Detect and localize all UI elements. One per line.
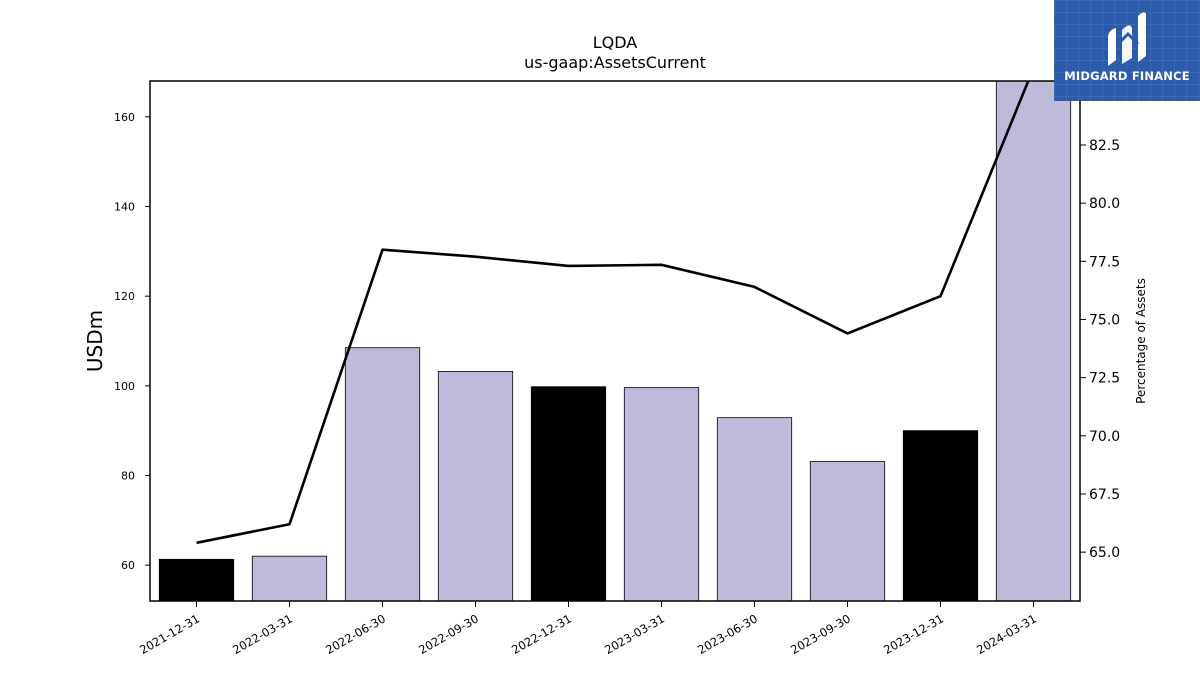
y2-axis-label: Percentage of Assets (1134, 278, 1148, 404)
x-tick-label: 2022-12-31 (509, 611, 574, 657)
y2-tick-label: 82.5 (1089, 138, 1120, 154)
bar-2023-12-31 (902, 430, 979, 601)
midgard-finance-logo: MIDGARD FINANCE (1054, 0, 1200, 101)
y2-tick-label: 80.0 (1089, 196, 1120, 212)
bars (158, 81, 1072, 601)
y-tick-label: 160 (114, 111, 135, 124)
logo-mark-icon (1108, 12, 1146, 66)
x-tick-label: 2023-12-31 (881, 611, 946, 657)
x-tick-label: 2022-09-30 (416, 611, 481, 657)
plot-frame (149, 80, 1081, 602)
y-axis-label: USDm (83, 310, 107, 372)
y-tick-label: 140 (114, 201, 135, 214)
y-tick-label: 60 (121, 559, 135, 572)
y2-tick-label: 67.5 (1089, 487, 1120, 503)
bar-2022-06-30 (344, 347, 421, 601)
x-tick-label: 2023-06-30 (695, 611, 760, 657)
y2-tick-label: 65.0 (1089, 545, 1120, 561)
x-tick-label: 2023-09-30 (788, 611, 853, 657)
y-tick-label: 100 (114, 380, 135, 393)
bar-2022-09-30 (437, 371, 514, 601)
bar-2023-06-30 (716, 417, 793, 601)
x-tick-label: 2024-03-31 (974, 611, 1039, 657)
x-tick-label: 2022-06-30 (323, 611, 388, 657)
logo-text: MIDGARD FINANCE (1064, 69, 1190, 83)
percentage-line (196, 81, 1030, 545)
x-tick-label: 2021-12-31 (137, 611, 202, 657)
y2-tick-label: 75.0 (1089, 312, 1120, 328)
x-tick-label: 2022-03-31 (230, 611, 295, 657)
x-axis: 2021-12-31 2022-03-31 2022-06-30 2022-09-30… (137, 601, 1039, 657)
bar-2023-03-31 (623, 387, 700, 601)
y-axis-left: 60 80 100 120 140 160 (114, 111, 150, 572)
bar-2022-12-31 (530, 386, 607, 601)
y2-tick-label: 72.5 (1089, 371, 1120, 387)
bar-2024-03-31 (995, 81, 1072, 601)
bar-2023-09-30 (809, 461, 886, 601)
line-layer (196, 81, 1030, 545)
y-tick-label: 120 (114, 290, 135, 303)
bar-2022-03-31 (251, 555, 328, 601)
chart-title: LQDA (593, 33, 638, 52)
bar-2021-12-31 (158, 558, 235, 601)
x-tick-label: 2023-03-31 (602, 611, 667, 657)
y-axis-right: 65.0 67.5 70.0 72.5 75.0 77.5 80.0 82.5 (1080, 138, 1120, 561)
y2-tick-label: 70.0 (1089, 429, 1120, 445)
y2-tick-label: 77.5 (1089, 254, 1120, 270)
y-tick-label: 80 (121, 469, 135, 482)
chart-subtitle: us-gaap:AssetsCurrent (524, 53, 706, 72)
